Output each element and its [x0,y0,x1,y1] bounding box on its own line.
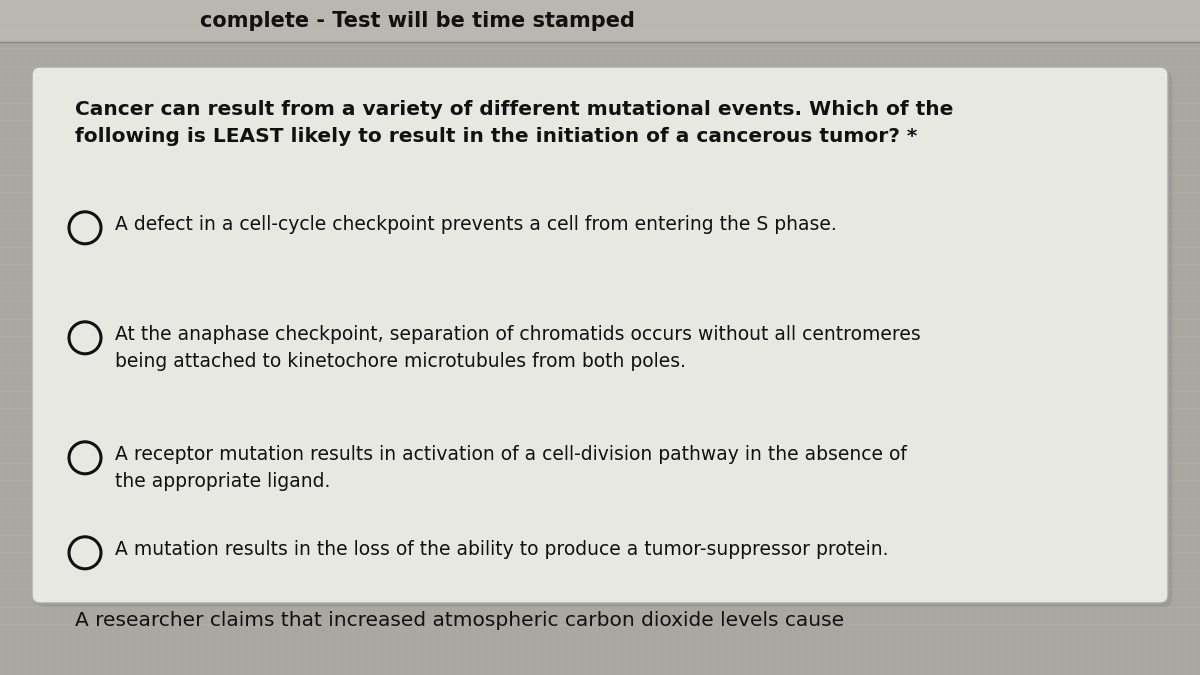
FancyBboxPatch shape [36,71,1172,607]
Text: complete - Test will be time stamped: complete - Test will be time stamped [200,11,635,31]
FancyBboxPatch shape [32,67,1168,603]
Text: A receptor mutation results in activation of a cell-division pathway in the abse: A receptor mutation results in activatio… [115,445,907,491]
Text: At the anaphase checkpoint, separation of chromatids occurs without all centrome: At the anaphase checkpoint, separation o… [115,325,920,371]
Text: A researcher claims that increased atmospheric carbon dioxide levels cause: A researcher claims that increased atmos… [74,610,844,630]
FancyBboxPatch shape [0,0,1200,42]
Text: Cancer can result from a variety of different mutational events. Which of the
fo: Cancer can result from a variety of diff… [74,100,953,146]
Text: A mutation results in the loss of the ability to produce a tumor-suppressor prot: A mutation results in the loss of the ab… [115,540,888,559]
Text: A defect in a cell-cycle checkpoint prevents a cell from entering the S phase.: A defect in a cell-cycle checkpoint prev… [115,215,836,234]
